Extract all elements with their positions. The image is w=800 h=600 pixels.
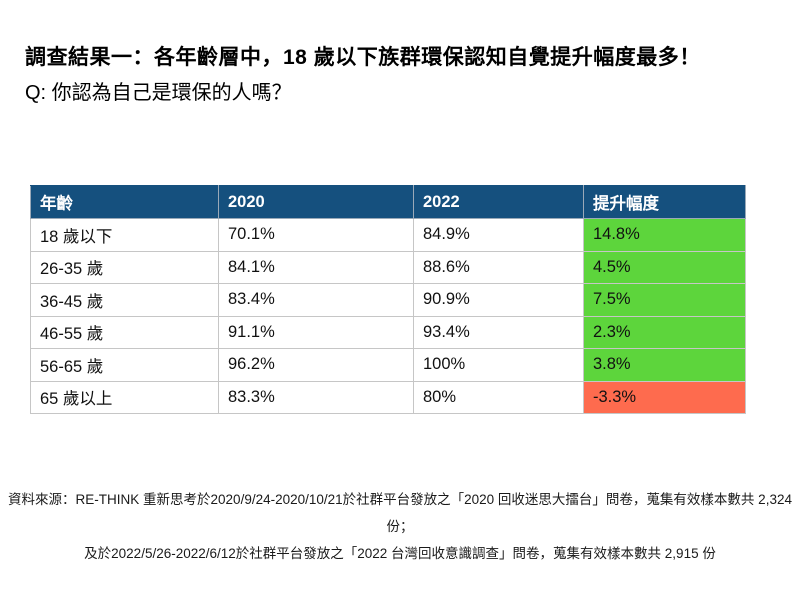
table-row: 26-35 歲 84.1% 88.6% 4.5%: [30, 250, 746, 284]
table-row: 46-55 歲 91.1% 93.4% 2.3%: [30, 315, 746, 349]
delta-cell: 3.8%: [583, 348, 746, 382]
age-cell: 36-45 歲: [30, 283, 219, 317]
age-cell: 65 歲以上: [30, 380, 219, 414]
page-title: 調查結果一：各年齡層中，18 歲以下族群環保認知自覺提升幅度最多！: [25, 46, 701, 69]
delta-cell: 14.8%: [583, 218, 746, 252]
delta-cell: 4.5%: [583, 250, 746, 284]
age-cell: 18 歲以下: [30, 218, 219, 252]
age-cell: 56-65 歲: [30, 348, 219, 382]
table-row: 36-45 歲 83.4% 90.9% 7.5%: [30, 283, 746, 317]
value-2020-cell: 84.1%: [218, 250, 414, 284]
column-header-delta: 提升幅度: [583, 185, 746, 219]
data-source-note: 資料來源：RE-THINK 重新思考於2020/9/24-2020/10/21於…: [0, 486, 800, 567]
value-2022-cell: 88.6%: [413, 250, 584, 284]
table-header-row: 年齡 2020 2022 提升幅度: [30, 185, 746, 219]
delta-cell: -3.3%: [583, 380, 746, 414]
data-source-line1: 資料來源：RE-THINK 重新思考於2020/9/24-2020/10/21於…: [8, 492, 792, 534]
value-2022-cell: 80%: [413, 380, 584, 414]
table-row: 18 歲以下 70.1% 84.9% 14.8%: [30, 218, 746, 252]
value-2020-cell: 70.1%: [218, 218, 414, 252]
value-2022-cell: 84.9%: [413, 218, 584, 252]
value-2022-cell: 90.9%: [413, 283, 584, 317]
value-2020-cell: 83.4%: [218, 283, 414, 317]
value-2022-cell: 100%: [413, 348, 584, 382]
value-2022-cell: 93.4%: [413, 315, 584, 349]
table-row: 65 歲以上 83.3% 80% -3.3%: [30, 380, 746, 414]
results-table: 年齡 2020 2022 提升幅度 18 歲以下 70.1% 84.9% 14.…: [30, 185, 746, 414]
column-header-2020: 2020: [218, 185, 414, 219]
delta-cell: 2.3%: [583, 315, 746, 349]
column-header-2022: 2022: [413, 185, 584, 219]
column-header-age: 年齡: [30, 185, 219, 219]
data-source-line2: 及於2022/5/26-2022/6/12於社群平台發放之「2022 台灣回收意…: [84, 546, 716, 561]
value-2020-cell: 96.2%: [218, 348, 414, 382]
delta-cell: 7.5%: [583, 283, 746, 317]
age-cell: 26-35 歲: [30, 250, 219, 284]
table-row: 56-65 歲 96.2% 100% 3.8%: [30, 348, 746, 382]
age-cell: 46-55 歲: [30, 315, 219, 349]
value-2020-cell: 83.3%: [218, 380, 414, 414]
value-2020-cell: 91.1%: [218, 315, 414, 349]
survey-question: Q: 你認為自己是環保的人嗎？: [25, 82, 292, 104]
